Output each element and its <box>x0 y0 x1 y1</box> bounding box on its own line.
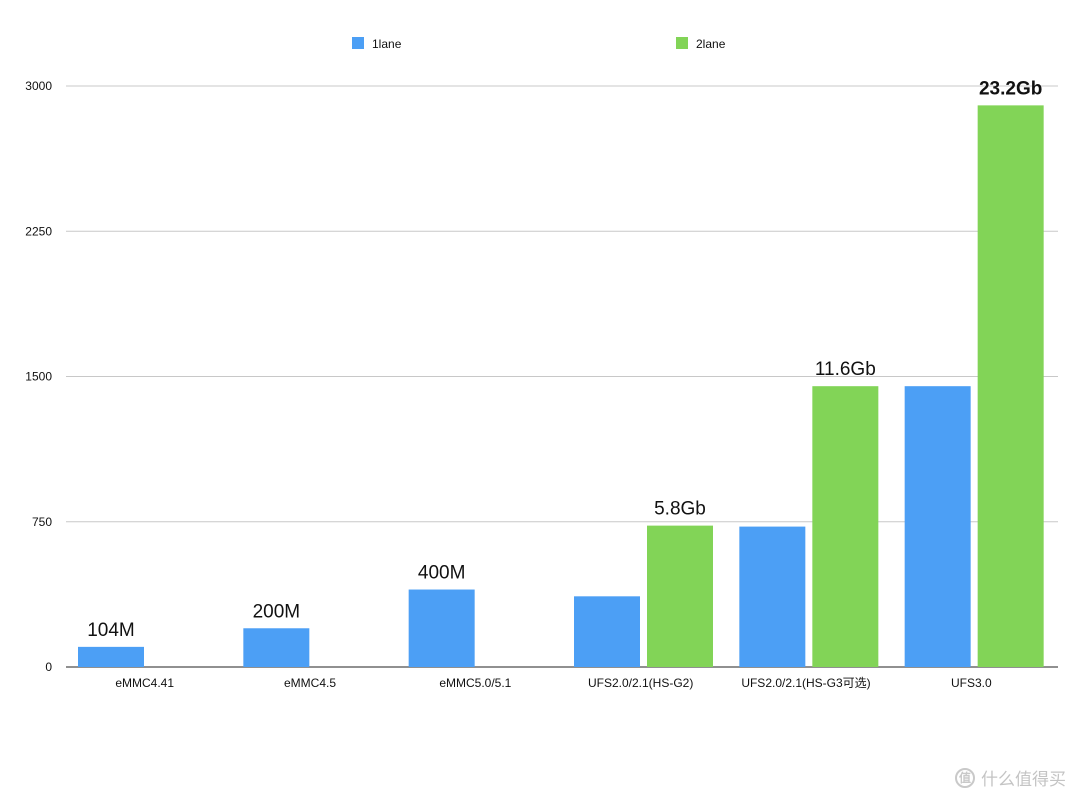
bar-1lane <box>78 646 144 667</box>
bar-2lane <box>812 386 879 667</box>
legend-label: 1lane <box>372 37 402 51</box>
legend-swatch <box>352 37 364 49</box>
data-label: 200M <box>253 601 301 622</box>
y-tick-label: 1500 <box>25 370 52 384</box>
x-tick-label: UFS2.0/2.1(HS-G3可选) <box>741 676 870 690</box>
y-tick-label: 750 <box>32 515 52 529</box>
legend-label: 2lane <box>696 37 726 51</box>
y-tick-label: 3000 <box>25 79 52 93</box>
bar-1lane <box>739 526 806 667</box>
data-label: 104M <box>87 620 135 641</box>
legend-swatch <box>676 37 688 49</box>
x-tick-label: eMMC5.0/5.1 <box>439 676 511 690</box>
x-tick-label: eMMC4.41 <box>115 676 174 690</box>
data-label: 5.8Gb <box>654 499 706 520</box>
x-tick-label: UFS2.0/2.1(HS-G2) <box>588 676 693 690</box>
watermark-logo-icon: 值 <box>955 767 975 788</box>
bar-1lane <box>243 628 310 667</box>
y-tick-label: 0 <box>45 660 52 674</box>
x-tick-label: UFS3.0 <box>951 676 992 690</box>
bar-2lane <box>647 525 713 667</box>
watermark-text: 什么值得买 <box>981 770 1066 789</box>
watermark: 值 什么值得买 <box>955 765 1066 790</box>
bar-1lane <box>408 589 475 667</box>
y-tick-label: 2250 <box>25 224 52 238</box>
data-label: 11.6Gb <box>815 359 876 380</box>
x-tick-label: eMMC4.5 <box>284 676 336 690</box>
bar-1lane <box>574 596 640 667</box>
data-label: 23.2Gb <box>979 78 1042 99</box>
bar-1lane <box>904 386 971 667</box>
bar-2lane <box>977 105 1044 667</box>
data-label: 400M <box>418 563 466 584</box>
